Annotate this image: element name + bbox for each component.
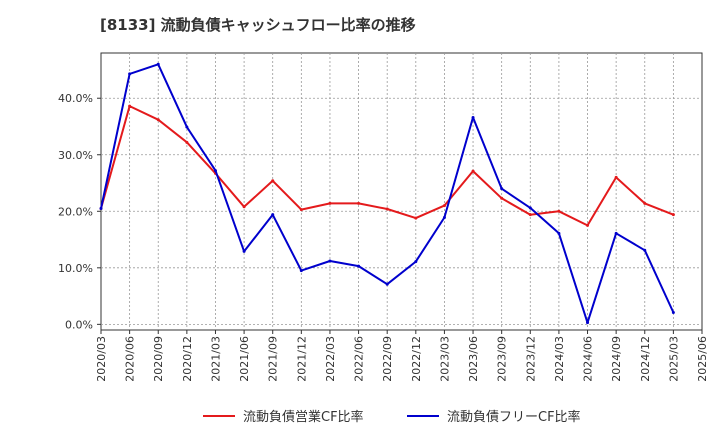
y-tick-label: 0.0% (65, 318, 93, 331)
x-tick-label: 2022/06 (353, 336, 366, 382)
series-1-point (185, 140, 189, 144)
legend-label-2: 流動負債フリーCF比率 (447, 409, 581, 425)
x-tick-label: 2021/03 (209, 336, 222, 382)
series-1-point (385, 207, 389, 211)
x-tick-label: 2020/03 (95, 336, 108, 382)
plot-area (100, 52, 703, 331)
x-tick-label: 2025/03 (667, 336, 680, 382)
x-tick-label: 2021/06 (238, 336, 251, 382)
series-1-point (557, 209, 561, 213)
series-2-point (328, 259, 332, 263)
series-2-point (99, 206, 103, 210)
series-1-point (414, 216, 418, 220)
x-tick-label: 2021/09 (267, 336, 280, 382)
x-tick-label: 2025/06 (696, 336, 709, 382)
series-2-point (185, 125, 189, 129)
x-tick-label: 2022/09 (381, 336, 394, 382)
x-tick-label: 2023/12 (524, 336, 537, 382)
y-tick-label: 40.0% (58, 92, 93, 105)
series-1-point (156, 118, 160, 122)
series-2-point (614, 231, 618, 235)
series-1-point (242, 205, 246, 209)
series-2-point (557, 231, 561, 235)
y-tick-label: 10.0% (58, 262, 93, 275)
series-2-point (242, 249, 246, 253)
x-tick-label: 2024/12 (639, 336, 652, 382)
series-1-point (328, 201, 332, 205)
series-2-point (528, 206, 532, 210)
series-2-point (299, 269, 303, 273)
x-tick-label: 2023/06 (467, 336, 480, 382)
series-1-point (271, 179, 275, 183)
x-tick-label: 2020/12 (181, 336, 194, 382)
series-1-point (442, 204, 446, 208)
x-tick-label: 2020/06 (124, 336, 137, 382)
series-2-point (643, 248, 647, 252)
y-tick-label: 30.0% (58, 149, 93, 162)
series-2-point (271, 213, 275, 217)
series-2-point (671, 310, 675, 314)
x-tick-label: 2024/06 (582, 336, 595, 382)
series-2-point (156, 62, 160, 66)
series-1-point (299, 208, 303, 212)
series-1-point (528, 213, 532, 217)
series-2-point (385, 282, 389, 286)
series-2-point (357, 264, 361, 268)
series-2-point (586, 321, 590, 325)
x-tick-label: 2022/12 (410, 336, 423, 382)
series-2-point (471, 115, 475, 119)
y-tick-label: 20.0% (58, 205, 93, 218)
x-tick-label: 2022/03 (324, 336, 337, 382)
series-1-point (357, 201, 361, 205)
series-1-point (500, 196, 504, 200)
x-tick-label: 2023/09 (496, 336, 509, 382)
series-2-point (128, 72, 132, 76)
chart-title: [8133] 流動負債キャッシュフロー比率の推移 (100, 16, 416, 34)
series-2-point (213, 169, 217, 173)
series-1-point (471, 169, 475, 173)
series-1-point (643, 201, 647, 205)
x-tick-label: 2023/03 (438, 336, 451, 382)
series-1-point (128, 104, 132, 108)
series-1-point (586, 223, 590, 227)
x-tick-label: 2024/03 (553, 336, 566, 382)
series-2-point (414, 260, 418, 264)
series-2-point (442, 216, 446, 220)
series-1-point (614, 175, 618, 179)
x-tick-label: 2021/12 (295, 336, 308, 382)
series-1-point (671, 213, 675, 217)
x-tick-label: 2024/09 (610, 336, 623, 382)
x-tick-label: 2020/09 (152, 336, 165, 382)
legend-label-1: 流動負債営業CF比率 (243, 409, 364, 425)
series-2-point (500, 187, 504, 191)
